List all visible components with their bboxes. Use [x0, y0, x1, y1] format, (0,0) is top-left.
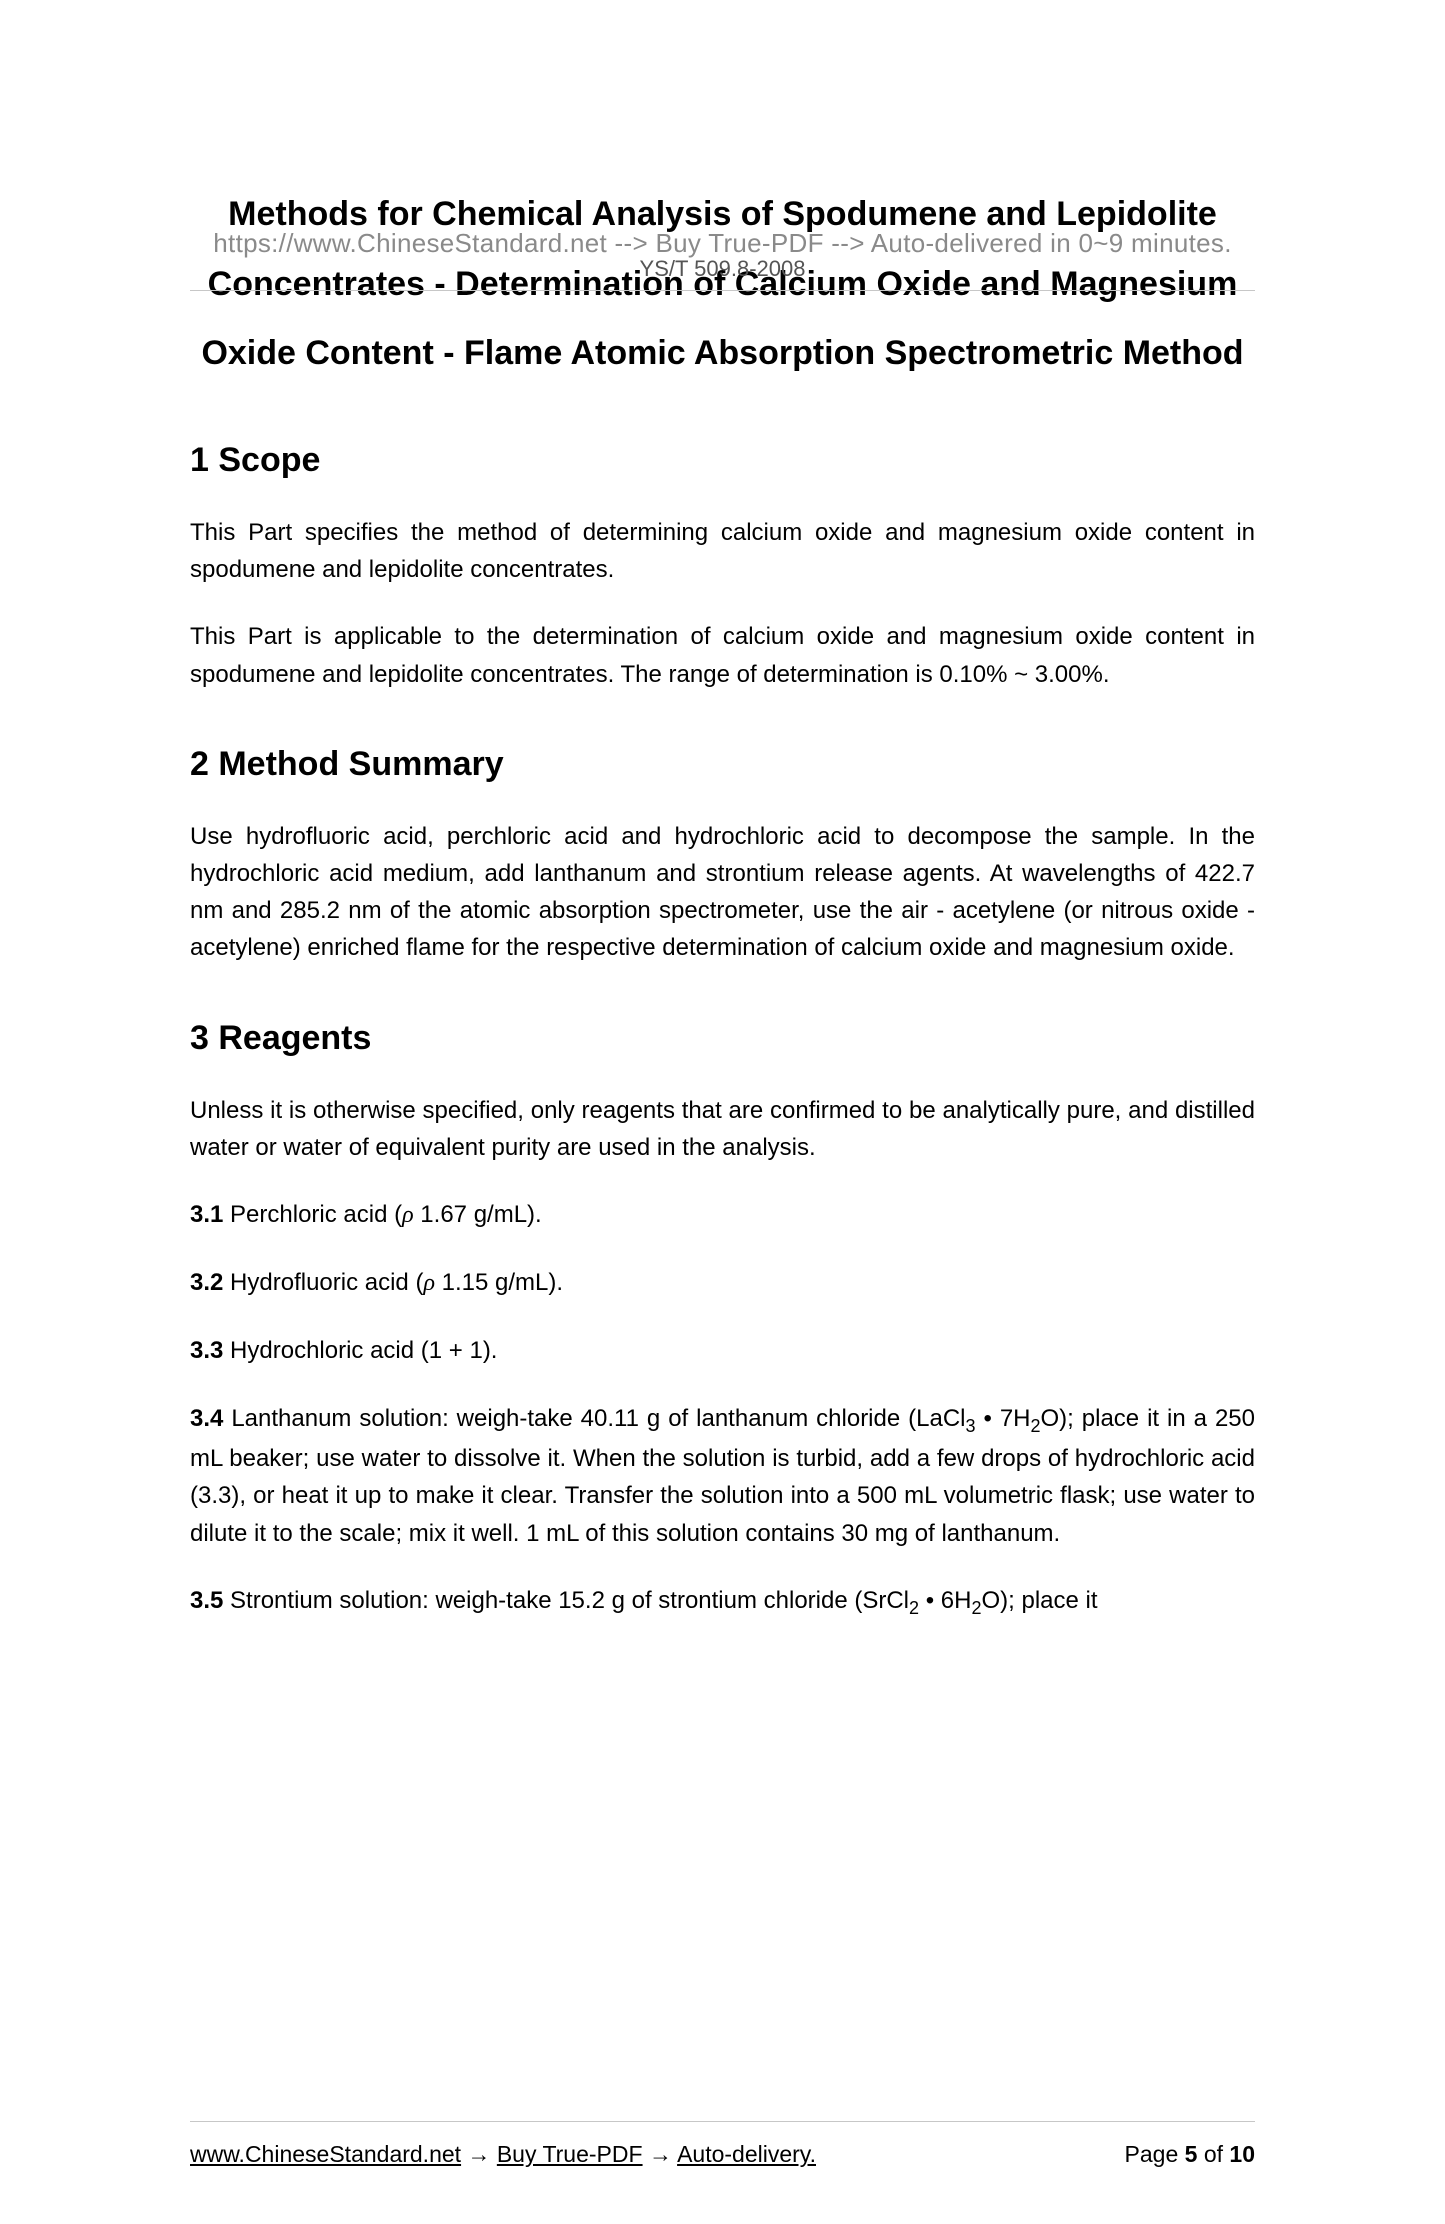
- rho-symbol: ρ: [423, 1270, 435, 1296]
- watermark-header: https://www.ChineseStandard.net --> Buy …: [0, 228, 1445, 259]
- subscript: 2: [909, 1598, 919, 1618]
- section-heading-method-summary: 2 Method Summary: [190, 745, 1255, 784]
- item-number: 3.2: [190, 1269, 223, 1296]
- item-number: 3.5: [190, 1587, 223, 1614]
- item-text: • 6H: [919, 1587, 971, 1614]
- document-title: Methods for Chemical Analysis of Spodume…: [190, 180, 1255, 389]
- item-text: Strontium solution: weigh-take 15.2 g of…: [223, 1587, 909, 1614]
- reagent-item: 3.5 Strontium solution: weigh-take 15.2 …: [190, 1582, 1255, 1623]
- item-text: Hydrofluoric acid (: [223, 1269, 423, 1296]
- paragraph: Use hydrofluoric acid, perchloric acid a…: [190, 818, 1255, 967]
- footer-text: Buy True-PDF: [497, 2141, 643, 2167]
- subscript: 2: [971, 1598, 981, 1618]
- item-number: 3.1: [190, 1201, 223, 1228]
- rho-symbol: ρ: [402, 1202, 414, 1228]
- footer-divider: [190, 2121, 1255, 2122]
- page-total: 10: [1229, 2141, 1255, 2167]
- page-number: 5: [1185, 2141, 1198, 2167]
- section-heading-scope: 1 Scope: [190, 441, 1255, 480]
- reagent-item: 3.1 Perchloric acid (ρ 1.67 g/mL).: [190, 1196, 1255, 1234]
- item-text: Lanthanum solution: weigh-take 40.11 g o…: [223, 1405, 965, 1432]
- footer-text: Auto-delivery.: [677, 2141, 816, 2167]
- subscript: 3: [966, 1415, 976, 1435]
- page-label: Page: [1125, 2141, 1185, 2167]
- page-container: https://www.ChineseStandard.net --> Buy …: [0, 180, 1445, 2224]
- page-footer: www.ChineseStandard.net → Buy True-PDF →…: [190, 2141, 1255, 2168]
- paragraph: Unless it is otherwise specified, only r…: [190, 1092, 1255, 1166]
- footer-link[interactable]: www.ChineseStandard.net: [190, 2141, 461, 2167]
- subscript: 2: [1031, 1415, 1041, 1435]
- paragraph: This Part is applicable to the determina…: [190, 618, 1255, 692]
- reagent-item: 3.2 Hydrofluoric acid (ρ 1.15 g/mL).: [190, 1264, 1255, 1302]
- reagent-item: 3.4 Lanthanum solution: weigh-take 40.11…: [190, 1400, 1255, 1552]
- item-text: Perchloric acid (: [223, 1201, 402, 1228]
- footer-left: www.ChineseStandard.net → Buy True-PDF →…: [190, 2141, 816, 2168]
- item-text: 1.15 g/mL).: [435, 1269, 563, 1296]
- paragraph: This Part specifies the method of determ…: [190, 514, 1255, 588]
- document-code: YS/T 509.8-2008: [0, 256, 1445, 282]
- arrow-icon: →: [461, 2141, 497, 2167]
- item-text: Hydrochloric acid (1 + 1).: [223, 1337, 497, 1364]
- item-text: • 7H: [976, 1405, 1031, 1432]
- header-divider: [190, 290, 1255, 291]
- section-heading-reagents: 3 Reagents: [190, 1019, 1255, 1058]
- item-number: 3.3: [190, 1337, 223, 1364]
- footer-right: Page 5 of 10: [1125, 2141, 1255, 2168]
- reagent-item: 3.3 Hydrochloric acid (1 + 1).: [190, 1332, 1255, 1369]
- page-label: of: [1197, 2141, 1229, 2167]
- item-text: O); place it: [981, 1587, 1097, 1614]
- arrow-icon: →: [643, 2141, 678, 2167]
- item-text: 1.67 g/mL).: [414, 1201, 542, 1228]
- item-number: 3.4: [190, 1405, 223, 1432]
